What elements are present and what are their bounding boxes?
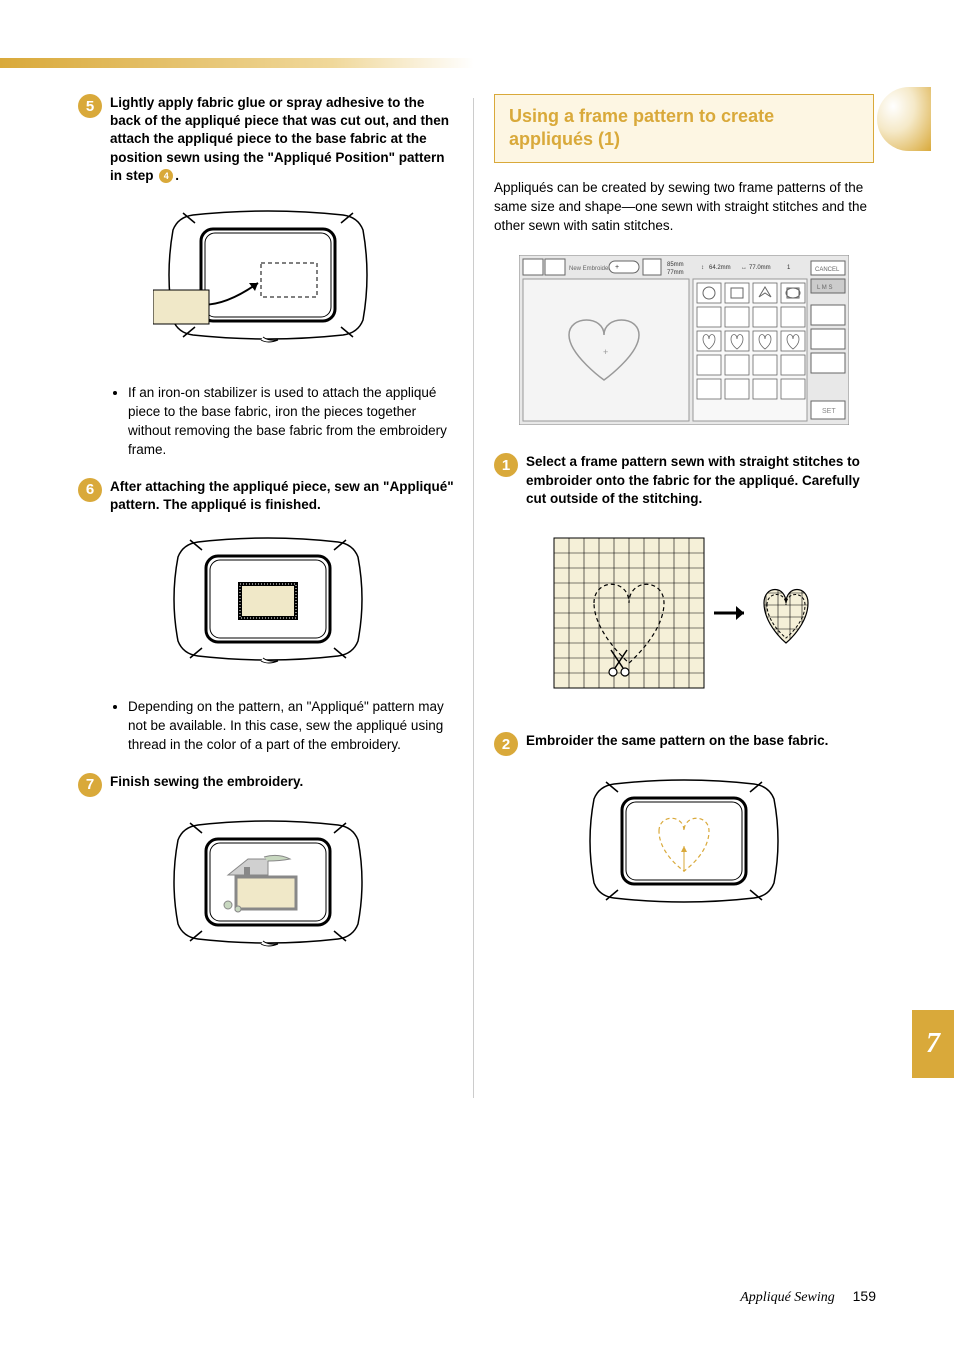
screen-dim-h1: 85mm <box>667 262 684 268</box>
figure-hoop-base-heart <box>494 776 874 916</box>
svg-text:+: + <box>615 264 619 271</box>
step-text: Embroider the same pattern on the base f… <box>526 732 828 750</box>
svg-text:↕: ↕ <box>701 265 704 271</box>
figure-hoop-attach <box>78 205 458 360</box>
step-r1: 1 Select a frame pattern sewn with strai… <box>494 453 874 508</box>
page-content: 5 Lightly apply fabric glue or spray adh… <box>78 94 878 981</box>
bullet-item: Depending on the pattern, an "Appliqué" … <box>128 698 458 755</box>
step-number: 2 <box>494 732 518 756</box>
step-6: 6 After attaching the appliqué piece, se… <box>78 478 458 514</box>
page-footer: Appliqué Sewing 159 <box>740 1288 876 1306</box>
step-text: After attaching the appliqué piece, sew … <box>110 478 458 514</box>
step-5-bullets: If an iron-on stabilizer is used to atta… <box>114 384 458 460</box>
screen-btn-cancel: CANCEL <box>815 267 840 273</box>
bullet-item: If an iron-on stabilizer is used to atta… <box>128 384 458 460</box>
step-text-part: . <box>175 168 179 183</box>
header-gradient <box>0 58 474 68</box>
left-column: 5 Lightly apply fabric glue or spray adh… <box>78 94 458 981</box>
step-r2: 2 Embroider the same pattern on the base… <box>494 732 874 756</box>
section-intro: Appliqués can be created by sewing two f… <box>494 179 874 236</box>
figure-hoop-applique <box>78 534 458 674</box>
step-text: Select a frame pattern sewn with straigh… <box>526 453 874 508</box>
chapter-tab: 7 <box>912 1010 954 1078</box>
right-column: Using a frame pattern to create appliqué… <box>494 94 874 981</box>
heading-tab-decoration <box>877 87 931 151</box>
step-6-bullets: Depending on the pattern, an "Appliqué" … <box>114 698 458 755</box>
step-7: 7 Finish sewing the embroidery. <box>78 773 458 797</box>
step-text: Lightly apply fabric glue or spray adhes… <box>110 94 458 185</box>
step-number: 7 <box>78 773 102 797</box>
figure-hoop-finish <box>78 817 458 957</box>
heading-text: Using a frame pattern to create appliqué… <box>509 105 859 152</box>
svg-text:↔: ↔ <box>741 265 747 271</box>
screen-btn-set: SET <box>822 408 836 415</box>
step-text: Finish sewing the embroidery. <box>110 773 303 791</box>
screen-btn-lms: L M S <box>817 285 832 291</box>
step-number: 1 <box>494 453 518 477</box>
screen-dim-w2: 77.0mm <box>749 265 771 271</box>
step-number: 5 <box>78 94 102 118</box>
footer-page-number: 159 <box>853 1288 876 1304</box>
step-number: 6 <box>78 478 102 502</box>
figure-grid-heart-cut <box>494 528 874 708</box>
screen-dim-w1: 64.2mm <box>709 265 731 271</box>
screen-tab-label: New Embroidery <box>569 266 613 272</box>
step-5: 5 Lightly apply fabric glue or spray adh… <box>78 94 458 185</box>
inline-step-ref-icon: 4 <box>159 169 173 183</box>
screen-dim-h2: 77mm <box>667 270 684 276</box>
footer-section-title: Appliqué Sewing <box>740 1290 835 1305</box>
svg-text:+: + <box>603 347 608 357</box>
section-heading: Using a frame pattern to create appliqué… <box>494 94 874 163</box>
figure-lcd-screen: New Embroidery + 85mm 77mm ↕ 64.2mm ↔ 77… <box>494 255 874 425</box>
